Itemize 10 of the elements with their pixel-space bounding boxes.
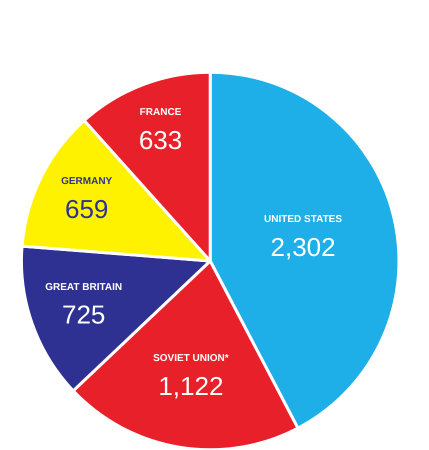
data-label: 633 [138, 125, 182, 156]
data-label: 659 [64, 194, 108, 224]
slice-label: GERMANY [61, 176, 113, 188]
slice-label: FRANCE [140, 107, 182, 118]
data-label: 1,122 [158, 371, 224, 402]
slice-label: UNITED STATES [264, 214, 342, 226]
data-label: 725 [62, 300, 106, 330]
slice-label: SOVIET UNION* [153, 353, 229, 364]
slice-label: GREAT BRITAIN [45, 282, 122, 293]
data-label: 2,302 [270, 232, 336, 262]
